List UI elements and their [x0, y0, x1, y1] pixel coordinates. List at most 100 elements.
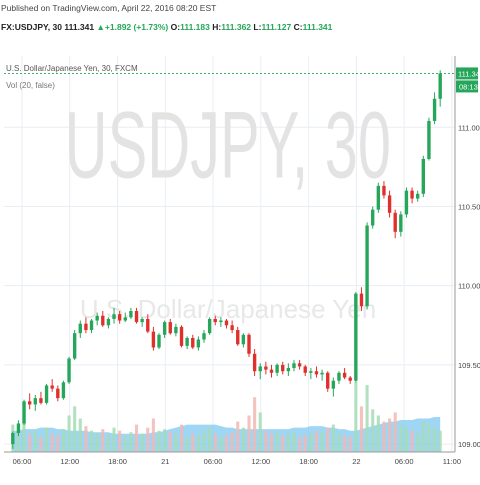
volume-bar	[95, 433, 99, 452]
published-note: Published on TradingView.com, April 22, …	[1, 3, 217, 13]
volume-bar	[157, 430, 161, 452]
candle-body	[359, 293, 364, 307]
candle-body	[314, 371, 319, 375]
low-label: L:	[253, 22, 262, 32]
volume-bar	[337, 433, 341, 452]
low-value: 111.127	[261, 22, 292, 32]
volume-bar	[388, 418, 392, 452]
candle-body	[44, 385, 49, 403]
y-tick-label: 110.500	[458, 202, 480, 211]
volume-bar	[343, 435, 347, 452]
candle-body	[427, 120, 431, 159]
volume-bar	[89, 430, 94, 452]
candle-body	[95, 315, 99, 321]
volume-bar	[416, 433, 420, 452]
candle-body	[264, 366, 268, 370]
y-tick-label: 109.000	[458, 440, 480, 449]
y-tick-label: 110.000	[458, 282, 480, 291]
candle-body	[16, 423, 21, 433]
volume-bar	[50, 433, 54, 452]
candle-body	[219, 320, 223, 323]
chart-area[interactable]: USDJPY, 30 U.S. Dollar/Japanese Yen 111.…	[0, 56, 480, 480]
volume-bar	[67, 415, 71, 452]
candle-body	[387, 195, 392, 213]
high-value: 111.362	[221, 22, 252, 32]
volume-bar	[56, 435, 60, 452]
open-value: 111.183	[180, 22, 210, 32]
candle-body	[354, 293, 358, 381]
volume-bar	[112, 427, 116, 452]
countdown-label: 08:13	[459, 82, 478, 91]
candle-body	[61, 382, 66, 399]
candle-body	[416, 193, 420, 199]
volume-bar	[196, 435, 200, 452]
candle-body	[252, 353, 257, 372]
volume-bar	[376, 415, 380, 452]
volume-bar	[163, 429, 167, 452]
change-value: ▲+1.892 (+1.73%)	[96, 22, 169, 32]
volume-bar	[236, 421, 240, 452]
candle-body	[191, 337, 195, 348]
volume-bar	[106, 435, 110, 452]
volume-bar	[140, 433, 144, 452]
x-tick-label: 18:00	[299, 457, 318, 466]
volume-bar	[230, 432, 234, 452]
volume-bars	[11, 382, 442, 452]
candle-body	[106, 318, 111, 326]
volume-bar	[359, 406, 364, 452]
volume-bar	[101, 429, 105, 452]
candle-body	[297, 363, 302, 367]
candle-body	[117, 314, 122, 321]
volume-bar	[309, 433, 313, 452]
volume-bar	[269, 433, 274, 452]
chart-axes: 111.000 110.500 110.000 109.500 109.000 06:00…	[4, 56, 480, 466]
volume-bar	[241, 427, 245, 452]
candle-body	[410, 190, 414, 199]
volume-bar	[275, 432, 279, 452]
candle-body	[179, 326, 184, 346]
x-tick-label: 06:00	[395, 457, 414, 466]
volume-bar	[292, 432, 296, 452]
close-label: C:	[293, 22, 303, 32]
y-tick-label: 111.000	[458, 123, 480, 132]
candle-body	[432, 98, 437, 121]
x-tick-label: 06:00	[13, 457, 32, 466]
candle-body	[230, 325, 234, 331]
volume-bar	[433, 427, 437, 452]
candle-body	[224, 320, 229, 326]
volume-bar	[174, 433, 178, 452]
candle-body	[292, 363, 296, 369]
last-price-label: 111.341	[458, 69, 480, 78]
volume-bar	[258, 412, 262, 452]
price-chart[interactable]: USDJPY, 30 U.S. Dollar/Japanese Yen 111.…	[0, 56, 480, 480]
candle-body	[258, 366, 262, 372]
last-price-value: 111.341	[64, 22, 95, 32]
candle-body	[146, 318, 150, 332]
candle-body	[286, 368, 291, 372]
candle-body	[157, 334, 161, 348]
candle-body	[151, 331, 156, 348]
candle-body	[78, 323, 82, 334]
candle-body	[337, 372, 341, 381]
volume-bar	[224, 435, 229, 452]
candle-body	[421, 158, 426, 194]
volume-bar	[179, 424, 184, 452]
candle-body	[168, 322, 172, 334]
x-tick-label: 21	[161, 457, 169, 466]
volume-bar	[393, 412, 397, 452]
volume-bar	[410, 430, 414, 452]
candlesticks	[11, 70, 442, 449]
volume-bar	[202, 430, 206, 452]
candle-body	[112, 314, 116, 319]
volume-bar	[320, 432, 324, 452]
volume-bar	[326, 427, 330, 452]
y-tick-label: 109.500	[458, 361, 480, 370]
candle-body	[84, 323, 88, 331]
candle-body	[399, 214, 403, 232]
volume-bar	[348, 436, 352, 452]
volume-bar	[185, 436, 189, 452]
watermark-symbol: USDJPY, 30	[65, 93, 391, 198]
candle-body	[22, 401, 26, 424]
volume-bar	[247, 415, 251, 452]
symbol-label[interactable]: FX:USDJPY, 30	[1, 22, 62, 32]
